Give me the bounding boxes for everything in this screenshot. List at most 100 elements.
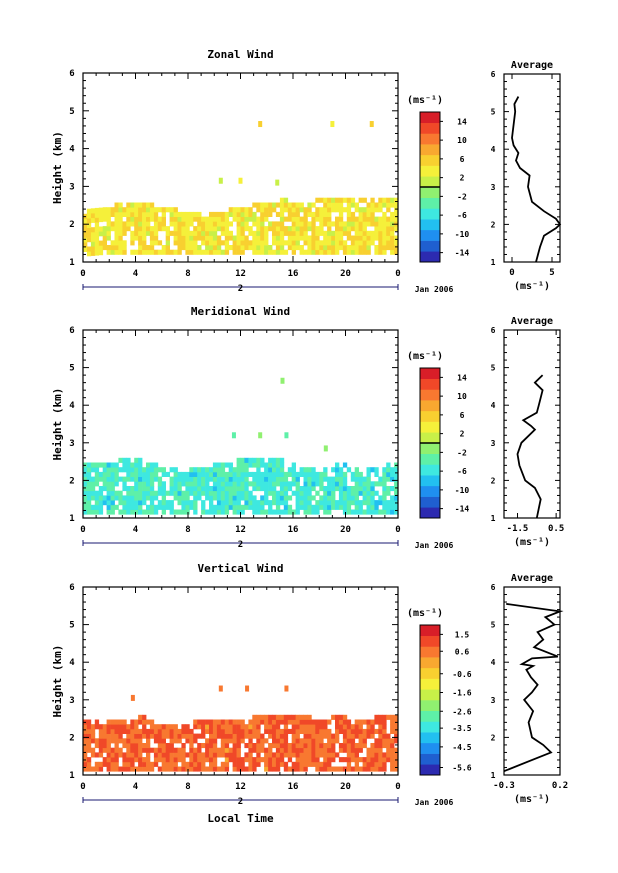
heatmap-cell — [338, 476, 344, 482]
heatmap-cell — [209, 724, 214, 730]
heatmap-cell — [169, 724, 174, 730]
heatmap-cell — [106, 221, 111, 227]
heatmap-cell — [279, 757, 285, 763]
average-y-tick-label: 4 — [491, 658, 496, 667]
heatmap-cell — [126, 724, 131, 730]
heatmap-cell — [212, 471, 218, 477]
heatmap-cell — [335, 467, 340, 473]
heatmap-cell — [272, 752, 277, 758]
heatmap-cell — [157, 500, 163, 506]
heatmap-cell — [256, 467, 261, 473]
heatmap-cell — [138, 738, 143, 744]
heatmap-cell — [303, 761, 308, 767]
y-tick-label: 4 — [69, 401, 75, 411]
heatmap-cell — [236, 221, 241, 227]
heatmap-cell — [354, 747, 359, 753]
heatmap-cell — [323, 733, 328, 739]
heatmap-cell — [248, 504, 253, 510]
heatmap-cell — [122, 462, 127, 468]
heatmap-cell — [212, 211, 218, 217]
heatmap-cell — [153, 221, 159, 227]
heatmap-cell — [181, 216, 186, 222]
heatmap-cell — [153, 207, 159, 213]
heatmap-cell — [362, 761, 367, 767]
heatmap-cell — [335, 230, 340, 236]
heatmap-cell — [94, 250, 100, 256]
heatmap-cell — [146, 486, 151, 492]
heatmap-cell — [244, 245, 249, 251]
heatmap-cell — [244, 471, 249, 477]
heatmap-cell — [346, 207, 352, 213]
heatmap-cell — [94, 226, 100, 232]
heatmap-cell — [118, 728, 123, 734]
heatmap-cell — [264, 509, 269, 515]
heatmap-cell — [350, 490, 356, 496]
heatmap-cell — [157, 226, 163, 232]
heatmap-cell — [209, 504, 214, 510]
heatmap-cell — [86, 495, 92, 501]
heatmap-cell — [102, 733, 107, 739]
heatmap-cell — [331, 738, 336, 744]
heatmap-cell — [161, 490, 166, 496]
heatmap-cell — [130, 747, 135, 753]
heatmap-cell — [130, 249, 135, 255]
heatmap-cell — [291, 471, 296, 477]
heatmap-cell — [240, 490, 245, 496]
heatmap-cell — [201, 757, 206, 763]
heatmap-cell — [252, 202, 257, 208]
heatmap-cell — [165, 471, 170, 477]
heatmap-cell — [382, 202, 387, 208]
heatmap-cell — [161, 504, 166, 510]
heatmap-cell — [342, 495, 348, 501]
heatmap-cell — [303, 216, 308, 222]
heatmap-cell — [177, 495, 182, 501]
heatmap-cell — [232, 752, 237, 758]
heatmap-cell — [279, 490, 285, 496]
heatmap-cell — [98, 250, 104, 256]
heatmap-cell — [327, 226, 332, 232]
heatmap-cell — [370, 719, 375, 725]
heatmap-cell — [374, 235, 379, 241]
heatmap-cell — [390, 486, 395, 492]
heatmap-cell — [331, 752, 336, 758]
heatmap-cell — [201, 226, 206, 232]
heatmap-cell — [83, 237, 88, 243]
colorbar-segment — [420, 165, 440, 177]
heatmap-cell — [362, 245, 367, 251]
heatmap-cell — [110, 486, 115, 492]
heatmap-cell — [220, 486, 226, 492]
heatmap-cell — [358, 197, 363, 203]
heatmap-cell — [161, 738, 166, 744]
colorbar-label: 1.5 — [455, 630, 470, 639]
heatmap-cell — [279, 509, 285, 515]
heatmap-cell — [248, 471, 253, 477]
heatmap-cell — [386, 504, 391, 510]
heatmap-cell — [303, 752, 308, 758]
heatmap-cell — [142, 211, 147, 217]
heatmap-cell — [374, 490, 379, 496]
heatmap-cell — [279, 476, 285, 482]
heatmap-cell — [201, 743, 206, 749]
heatmap-cell — [346, 226, 352, 232]
heatmap-cell — [362, 743, 367, 749]
heatmap-cell — [260, 509, 265, 515]
heatmap-cell — [153, 249, 159, 255]
heatmap-cell — [327, 761, 332, 767]
heatmap-cell — [86, 462, 92, 468]
heatmap-cell — [354, 504, 359, 510]
heatmap-cell — [248, 226, 253, 232]
heatmap-cell — [358, 216, 363, 222]
heatmap-cell — [153, 733, 159, 739]
heatmap-cell — [209, 757, 214, 763]
heatmap-cell — [358, 476, 363, 482]
heatmap-cell — [165, 728, 170, 734]
heatmap-cell — [94, 217, 100, 223]
heatmap-cell — [122, 249, 127, 255]
heatmap-cell — [90, 486, 96, 492]
heatmap-cell — [291, 752, 296, 758]
heatmap-cell — [197, 211, 202, 217]
heatmap-cell — [173, 724, 178, 730]
heatmap-cell — [244, 235, 249, 241]
